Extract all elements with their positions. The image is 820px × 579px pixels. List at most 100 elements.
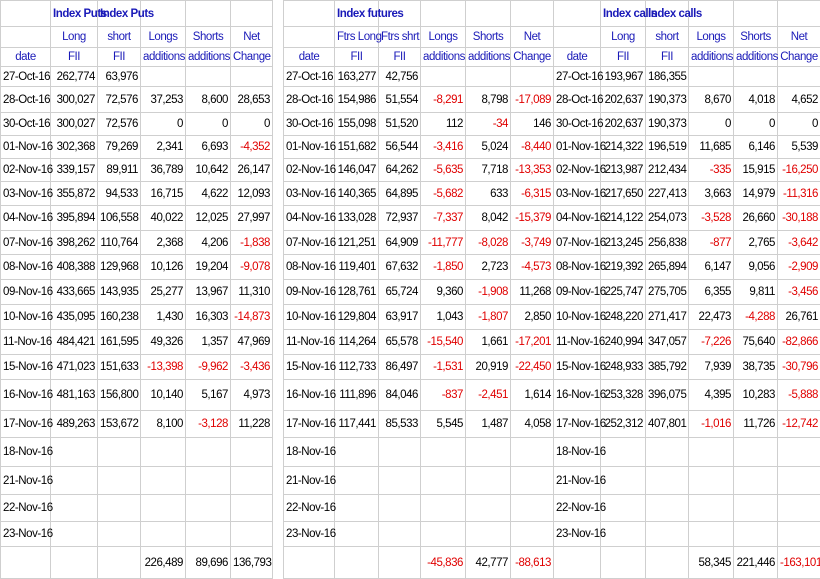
cell: 01-Nov-16 [1,136,51,159]
cell [141,438,186,467]
cell: 140,365 [335,182,379,206]
cell: 190,373 [646,87,689,113]
cell [51,438,98,467]
cell: 17-Nov-16 [554,411,601,438]
cell: 28-Oct-16 [1,87,51,113]
spacer [273,330,284,355]
spacer [273,411,284,438]
block-title: Index Puts [51,1,98,27]
cell: 633 [466,182,511,206]
spacer [273,113,284,136]
cell: 219,392 [601,255,646,280]
cell: 65,724 [379,280,421,305]
cell: 212,434 [646,159,689,182]
cell [646,438,689,467]
cell: 395,894 [51,206,98,231]
cell: 16,715 [141,182,186,206]
cell: 10,126 [141,255,186,280]
cell [141,67,186,87]
column-header: additions [186,48,231,67]
cell: 12,093 [231,182,273,206]
cell [1,547,51,579]
cell: 72,576 [98,87,141,113]
cell: 63,976 [98,67,141,87]
block-title: Index calls [601,1,646,27]
cell: 01-Nov-16 [554,136,601,159]
cell: 23-Nov-16 [554,522,601,547]
cell [231,495,273,522]
cell: 02-Nov-16 [554,159,601,182]
cell: 64,262 [379,159,421,182]
column-header: FII [601,48,646,67]
cell: 04-Nov-16 [554,206,601,231]
cell: 253,328 [601,380,646,411]
cell: 4,973 [231,380,273,411]
cell: -16,250 [778,159,820,182]
cell: 11,268 [511,280,554,305]
cell [689,522,734,547]
cell: 09-Nov-16 [1,280,51,305]
column-header: Longs [689,27,734,48]
total-cell: -45,836 [421,547,466,579]
cell [231,438,273,467]
cell: 213,987 [601,159,646,182]
cell: 7,939 [689,355,734,380]
cell [734,495,778,522]
cell: 64,909 [379,231,421,255]
cell: -11,316 [778,182,820,206]
cell: -6,315 [511,182,554,206]
block-title [511,1,554,27]
column-header: FII [379,48,421,67]
spacer [273,380,284,411]
column-header: Shorts [186,27,231,48]
cell: -3,436 [231,355,273,380]
cell: 89,911 [98,159,141,182]
cell: 72,937 [379,206,421,231]
cell: 154,986 [335,87,379,113]
cell: 11-Nov-16 [1,330,51,355]
column-header: Net [778,27,820,48]
cell: 11,310 [231,280,273,305]
cell: -30,796 [778,355,820,380]
cell: -12,742 [778,411,820,438]
cell: 489,263 [51,411,98,438]
cell: 252,312 [601,411,646,438]
cell: 38,735 [734,355,778,380]
cell: 119,401 [335,255,379,280]
cell: 21-Nov-16 [554,467,601,495]
cell [646,547,689,579]
block-title [466,1,511,27]
cell: -4,352 [231,136,273,159]
cell: 193,967 [601,67,646,87]
cell: 22-Nov-16 [1,495,51,522]
cell: -2,909 [778,255,820,280]
cell: 213,245 [601,231,646,255]
column-header: Change [778,48,820,67]
cell: 9,056 [734,255,778,280]
column-header: Ftrs shrt [379,27,421,48]
cell: -14,873 [231,305,273,330]
cell: 117,441 [335,411,379,438]
cell: 471,023 [51,355,98,380]
cell: 4,058 [511,411,554,438]
cell: 03-Nov-16 [284,182,335,206]
cell: 67,632 [379,255,421,280]
cell [335,495,379,522]
cell: -13,398 [141,355,186,380]
cell [141,467,186,495]
column-header [284,27,335,48]
cell: 15-Nov-16 [1,355,51,380]
column-header: additions [734,48,778,67]
cell [421,67,466,87]
cell: 47,969 [231,330,273,355]
cell: 0 [734,113,778,136]
cell: -3,416 [421,136,466,159]
cell: 186,355 [646,67,689,87]
cell [554,547,601,579]
cell [186,495,231,522]
